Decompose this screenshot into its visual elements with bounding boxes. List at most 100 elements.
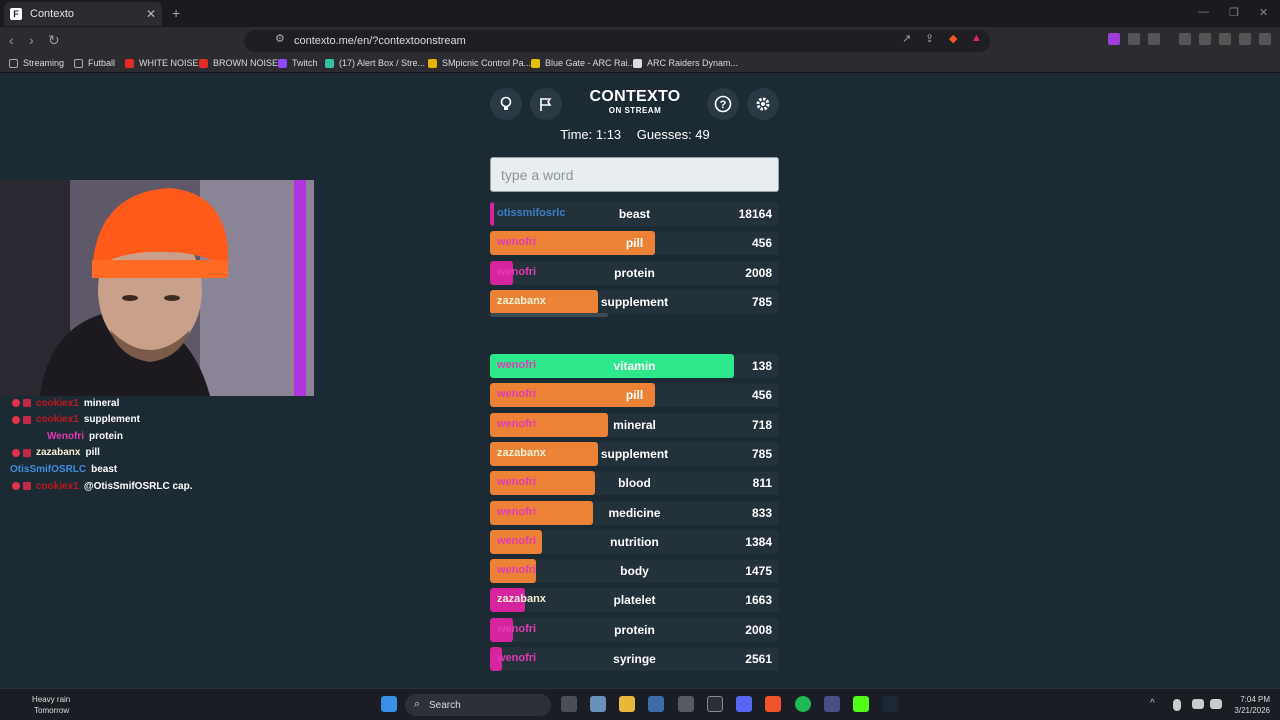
guess-user: wenofri bbox=[497, 359, 537, 371]
bookmark-white-noise[interactable]: WHITE NOISE bbox=[125, 58, 199, 68]
vpn-icon[interactable] bbox=[1239, 33, 1251, 45]
close-window-icon[interactable]: ✕ bbox=[1259, 7, 1269, 19]
tab-strip: F Contexto ✕ + — ❐ ✕ bbox=[0, 0, 1280, 27]
discord-icon[interactable] bbox=[736, 696, 752, 712]
open-external-icon[interactable]: ↗ bbox=[902, 33, 912, 45]
similarity-bar bbox=[490, 412, 608, 437]
webcam-overlay bbox=[0, 180, 314, 396]
reload-icon[interactable]: ↻ bbox=[48, 32, 60, 48]
bookmark-streaming[interactable]: Streaming bbox=[9, 58, 64, 68]
file-explorer-icon[interactable] bbox=[619, 696, 635, 712]
leo-ai-icon[interactable] bbox=[1219, 33, 1231, 45]
guess-user: wenofri bbox=[497, 564, 537, 577]
url-text: contexto.me/en/?contextoonstream bbox=[294, 35, 466, 47]
bookmarks-bar: Streaming Futball WHITE NOISE BROWN NOIS… bbox=[0, 54, 1280, 73]
bookmark-alert-box[interactable]: (17) Alert Box / Stre... bbox=[325, 58, 425, 68]
brave-rewards-icon[interactable]: ▲ bbox=[971, 32, 982, 44]
chat-badge-icon bbox=[12, 482, 20, 490]
bookmark-smpicnic[interactable]: SMpicnic Control Pa... bbox=[428, 58, 531, 68]
taskbar-search[interactable]: ⌕ Search bbox=[405, 694, 551, 716]
game-title: CONTEXTO bbox=[589, 88, 681, 105]
display-icon[interactable] bbox=[1192, 699, 1204, 709]
word-input[interactable] bbox=[490, 157, 779, 192]
weather-title: Heavy rain bbox=[32, 695, 71, 704]
chat-badge-icon bbox=[12, 415, 20, 424]
brave-shield-icon[interactable]: ◆ bbox=[949, 33, 958, 45]
twitch-extension-icon[interactable] bbox=[1108, 33, 1120, 45]
chat-username: cookiex1 bbox=[36, 397, 79, 409]
security-app-icon[interactable] bbox=[648, 696, 664, 712]
guess-row: wenofri mineral 718 bbox=[490, 412, 779, 437]
streamlabs-app-icon[interactable] bbox=[853, 696, 869, 712]
system-clock[interactable]: 7:04 PM 3/21/2026 bbox=[1234, 694, 1270, 716]
bookmark-arc-raiders[interactable]: ARC Raiders Dynam... bbox=[633, 58, 738, 68]
guess-word: nutrition bbox=[610, 534, 659, 549]
bookmark-twitch[interactable]: Twitch bbox=[278, 58, 318, 68]
navigation-bar: ‹ › ↻ ◻ contexto.me/en/?contextoonstream… bbox=[0, 27, 1280, 54]
new-tab-icon[interactable]: + bbox=[172, 5, 181, 21]
give-up-button[interactable] bbox=[530, 88, 562, 120]
windows-taskbar: Heavy rain Tomorrow ⌕ Search ^ 7:04 PM 3… bbox=[0, 688, 1280, 720]
volume-icon[interactable] bbox=[1210, 699, 1222, 709]
guess-row: wenofri protein 2008 bbox=[490, 260, 779, 285]
help-button[interactable]: ? bbox=[707, 88, 739, 120]
guess-user: wenofri bbox=[497, 388, 537, 401]
forward-icon[interactable]: › bbox=[29, 32, 34, 48]
address-bar[interactable]: contexto.me/en/?contextoonstream bbox=[244, 30, 990, 52]
app-icon[interactable] bbox=[678, 696, 694, 712]
guess-rank: 811 bbox=[752, 476, 772, 491]
tab-contexto[interactable]: F Contexto ✕ bbox=[4, 2, 162, 26]
guess-word: supplement bbox=[600, 294, 669, 309]
similarity-bar bbox=[490, 289, 598, 314]
clock-time: 7:04 PM bbox=[1240, 695, 1270, 704]
settings-app-icon[interactable] bbox=[590, 696, 606, 712]
guess-row: wenofri protein 2008 bbox=[490, 617, 779, 642]
minimize-icon[interactable]: — bbox=[1198, 6, 1209, 18]
app-icon-2[interactable] bbox=[824, 696, 840, 712]
guess-row: zazabanx supplement 785 bbox=[490, 289, 779, 314]
guess-rank: 718 bbox=[751, 417, 772, 432]
guess-rank: 456 bbox=[751, 388, 772, 403]
obs-icon[interactable] bbox=[707, 696, 723, 712]
flag-icon bbox=[540, 98, 552, 111]
bookmark-futball[interactable]: Futball bbox=[74, 58, 115, 68]
spotify-icon[interactable] bbox=[795, 696, 811, 712]
guess-row: wenofri vitamin 138 bbox=[490, 354, 779, 378]
guess-word: protein bbox=[614, 622, 655, 637]
back-icon[interactable]: ‹ bbox=[9, 32, 14, 48]
lightbulb-icon bbox=[500, 96, 512, 110]
guess-rank: 2561 bbox=[745, 652, 772, 666]
streamlabs-icon bbox=[325, 58, 334, 68]
brave-browser-icon[interactable] bbox=[765, 696, 781, 712]
microphone-icon[interactable] bbox=[1173, 699, 1181, 711]
hint-button[interactable] bbox=[490, 88, 522, 120]
tray-overflow-icon[interactable]: ^ bbox=[1150, 698, 1155, 709]
bookmark-blue-gate[interactable]: Blue Gate - ARC Rai... bbox=[531, 58, 635, 68]
chat-sub-badge-icon bbox=[23, 448, 31, 457]
guess-rank: 18164 bbox=[738, 207, 772, 221]
extensions-icon[interactable] bbox=[1128, 33, 1140, 45]
bookmark-brown-noise[interactable]: BROWN NOISE bbox=[199, 58, 278, 68]
close-icon[interactable]: ✕ bbox=[145, 7, 156, 21]
site-info-icon[interactable]: ⚙ bbox=[275, 33, 285, 45]
task-view-icon[interactable] bbox=[561, 696, 577, 712]
chat-message: cookiex1 @OtisSmifOSRLC cap. bbox=[12, 479, 192, 493]
menu-icon[interactable] bbox=[1259, 33, 1271, 45]
sidebar-icon[interactable] bbox=[1179, 33, 1191, 45]
guess-rank: 1663 bbox=[745, 593, 772, 608]
windows-start-icon[interactable] bbox=[381, 696, 397, 712]
weather-widget[interactable]: Heavy rain Tomorrow bbox=[14, 694, 70, 716]
media-icon[interactable] bbox=[1148, 33, 1160, 45]
steam-icon[interactable] bbox=[882, 696, 898, 712]
maximize-icon[interactable]: ❐ bbox=[1229, 7, 1239, 19]
game-logo: CONTEXTO ON STREAM bbox=[580, 88, 690, 115]
chat-badge-icon bbox=[12, 448, 20, 457]
similarity-bar bbox=[490, 383, 655, 408]
guess-row: zazabanx supplement 785 bbox=[490, 441, 779, 466]
clock-date: 3/21/2026 bbox=[1234, 706, 1270, 715]
wallet-icon[interactable] bbox=[1199, 33, 1211, 45]
share-icon[interactable]: ⇪ bbox=[925, 33, 935, 45]
settings-button[interactable] bbox=[747, 88, 779, 120]
guess-rank: 1384 bbox=[745, 534, 772, 549]
chat-text: mineral bbox=[83, 397, 120, 409]
